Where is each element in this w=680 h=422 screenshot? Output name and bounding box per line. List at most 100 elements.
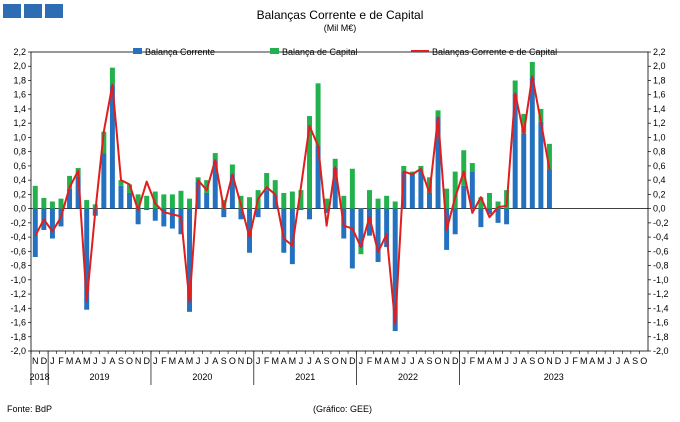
x-year-label: 2018 (30, 372, 50, 382)
x-month-label: F (264, 356, 270, 366)
bar-balanca-capital (546, 143, 552, 170)
y-tick-label-right: -0,4 (653, 232, 669, 242)
x-month-label: D (246, 356, 253, 366)
bar-balanca-capital (384, 195, 390, 209)
line-balancas-corrente-capital (34, 75, 551, 325)
bar-balanca-capital (101, 131, 107, 154)
bar-balanca-corrente (469, 171, 475, 209)
bar-balanca-capital (315, 83, 321, 146)
bar-balanca-corrente (49, 208, 55, 239)
y-tick-label-right: -1,0 (653, 275, 669, 285)
x-month-label: J (102, 356, 107, 366)
bar-balanca-corrente (212, 160, 218, 209)
y-tick-label-left: 0,8 (13, 147, 26, 157)
x-month-label: A (486, 356, 492, 366)
bar-balanca-corrente (289, 208, 295, 265)
x-month-label: J (196, 356, 201, 366)
x-month-label: J (256, 356, 261, 366)
x-month-label: M (374, 356, 382, 366)
y-tick-label-right: -0,6 (653, 246, 669, 256)
x-month-label: J (607, 356, 612, 366)
logo-square (45, 4, 63, 18)
chart-title: Balanças Corrente e de Capital (256, 8, 424, 22)
y-tick-label-left: 0,6 (13, 161, 26, 171)
bar-balanca-corrente (538, 121, 544, 209)
bar-balanca-capital (521, 113, 527, 134)
x-month-label: A (75, 356, 81, 366)
bar-balanca-capital (264, 173, 270, 191)
x-month-label: J (307, 356, 312, 366)
chart-subtitle: (Mil M€) (323, 23, 357, 33)
bar-balanca-corrente (247, 208, 253, 253)
x-month-label: M (391, 356, 399, 366)
x-year-label: 2023 (544, 372, 564, 382)
bar-balanca-capital (109, 67, 115, 86)
x-month-label: O (640, 356, 647, 366)
bar-balanca-capital (486, 192, 492, 209)
bar-balanca-corrente (32, 208, 38, 258)
x-month-label: M (289, 356, 297, 366)
bar-balanca-corrente (118, 185, 124, 209)
bar-balanca-corrente (435, 117, 441, 209)
bar-balanca-capital (538, 108, 544, 122)
bar-balanca-corrente (332, 167, 338, 209)
bar-balanca-capital (84, 200, 90, 209)
bar-balanca-corrente (461, 185, 467, 209)
graph-credit: (Gráfico: GEE) (313, 404, 373, 414)
logo-square (3, 4, 21, 18)
y-tick-label-left: 1,4 (13, 104, 26, 114)
x-month-label: M (494, 356, 502, 366)
y-tick-label-right: -1,8 (653, 332, 669, 342)
bar-balanca-corrente (546, 169, 552, 209)
bar-balanca-corrente (409, 174, 415, 209)
bar-balanca-capital (444, 188, 450, 209)
x-month-label: O (537, 356, 544, 366)
bar-balanca-capital (375, 198, 381, 209)
bar-balanca-capital (41, 197, 47, 209)
bar-balanca-capital (212, 153, 218, 161)
x-month-label: N (546, 356, 553, 366)
x-month-label: S (221, 356, 227, 366)
bar-balanca-capital (324, 198, 330, 209)
x-month-label: M (83, 356, 91, 366)
x-month-label: D (452, 356, 459, 366)
x-month-label: O (229, 356, 236, 366)
bar-balanca-corrente (109, 85, 115, 209)
x-month-label: J (204, 356, 209, 366)
bar-balanca-corrente (349, 208, 355, 269)
bar-balanca-capital (58, 198, 64, 209)
x-month-label: M (271, 356, 279, 366)
y-tick-label-right: -1,2 (653, 289, 669, 299)
x-month-label: M (597, 356, 605, 366)
bar-balanca-corrente (84, 208, 90, 310)
y-tick-label-right: 0,8 (653, 147, 666, 157)
bar-balanca-corrente (324, 208, 330, 213)
bar-balanca-capital (49, 201, 55, 209)
x-month-label: D (349, 356, 356, 366)
bar-balanca-corrente (264, 190, 270, 209)
y-tick-label-left: 2,2 (13, 47, 26, 57)
x-month-label: A (315, 356, 321, 366)
x-month-label: M (169, 356, 177, 366)
bar-balanca-corrente (169, 208, 175, 229)
y-tick-label-right: 1,0 (653, 132, 666, 142)
legend-label-capital: Balança de Capital (282, 47, 358, 57)
y-tick-label-left: -0,8 (10, 261, 26, 271)
x-month-label: F (58, 356, 64, 366)
x-month-label: M (477, 356, 485, 366)
x-year-label: 2020 (192, 372, 212, 382)
y-tick-label-left: -1,2 (10, 289, 26, 299)
x-month-label: F (367, 356, 373, 366)
bar-balanca-corrente (512, 93, 518, 209)
bar-balanca-capital (152, 191, 158, 209)
x-month-label: S (324, 356, 330, 366)
bar-balanca-capital (32, 185, 38, 209)
y-tick-label-left: 1,2 (13, 118, 26, 128)
x-month-label: J (299, 356, 304, 366)
y-tick-label-left: -2,0 (10, 346, 26, 356)
bar-balanca-corrente (418, 170, 424, 209)
x-month-label: M (186, 356, 194, 366)
x-month-label: N (32, 356, 39, 366)
bar-balanca-capital (298, 190, 304, 209)
bar-balanca-capital (169, 194, 175, 209)
